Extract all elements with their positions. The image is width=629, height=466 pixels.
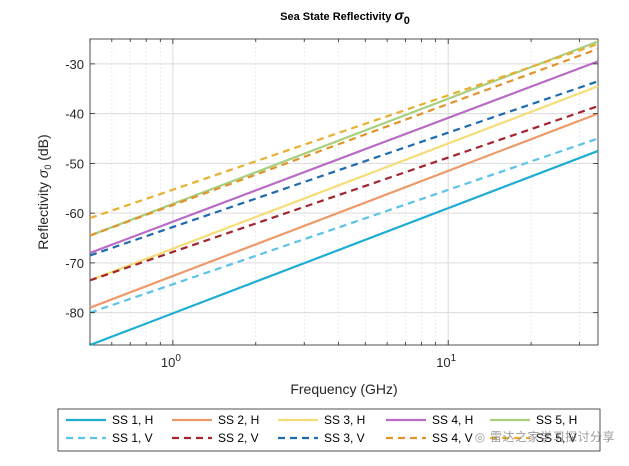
y-tick-label: -40 (65, 107, 84, 122)
series-line (89, 149, 599, 347)
series-line (89, 105, 599, 282)
y-axis-label: Reflectivity σ0 (dB) (35, 134, 53, 249)
legend-label: SS 5, H (536, 413, 577, 427)
legend-label: SS 3, V (324, 431, 365, 445)
legend-label: SS 2, V (218, 431, 259, 445)
series-line (89, 42, 599, 220)
legend-label: SS 3, H (324, 413, 365, 427)
legend-label: SS 1, V (112, 431, 153, 445)
legend-label: SS 4, H (432, 413, 473, 427)
plot-frame (89, 38, 599, 346)
watermark-text: ◎ 雷达之家学习探讨分享 (474, 430, 615, 444)
series-lines (89, 40, 599, 347)
legend-box (57, 408, 601, 452)
y-tick-label: -50 (65, 156, 84, 171)
series-line (89, 47, 599, 237)
grid (89, 39, 598, 345)
x-tick-label: 101 (436, 353, 456, 370)
legend-label: SS 5, V (536, 431, 577, 445)
x-tick-label: 100 (161, 353, 181, 370)
legend-label: SS 2, H (218, 413, 259, 427)
y-tick-label: -60 (65, 206, 84, 221)
legend: SS 1, H SS 2, H SS 3, H SS 4, H SS 5, H SS 1,… (66, 413, 577, 445)
x-axis-label: Frequency (GHz) (290, 381, 397, 397)
axis-ticks: -80 -70 -60 -50 -40 -30 100 101 (65, 39, 598, 370)
series-line (89, 137, 599, 314)
chart-title: Sea State Reflectivity σ0 (280, 7, 410, 27)
legend-label: SS 1, H (112, 413, 153, 427)
series-line (89, 85, 599, 282)
series-line (89, 60, 599, 254)
y-tick-label: -70 (65, 256, 84, 271)
y-tick-label: -30 (65, 57, 84, 72)
series-line (89, 112, 599, 309)
series-line (89, 80, 599, 257)
legend-label: SS 4, V (432, 431, 473, 445)
y-tick-label: -80 (65, 306, 84, 321)
